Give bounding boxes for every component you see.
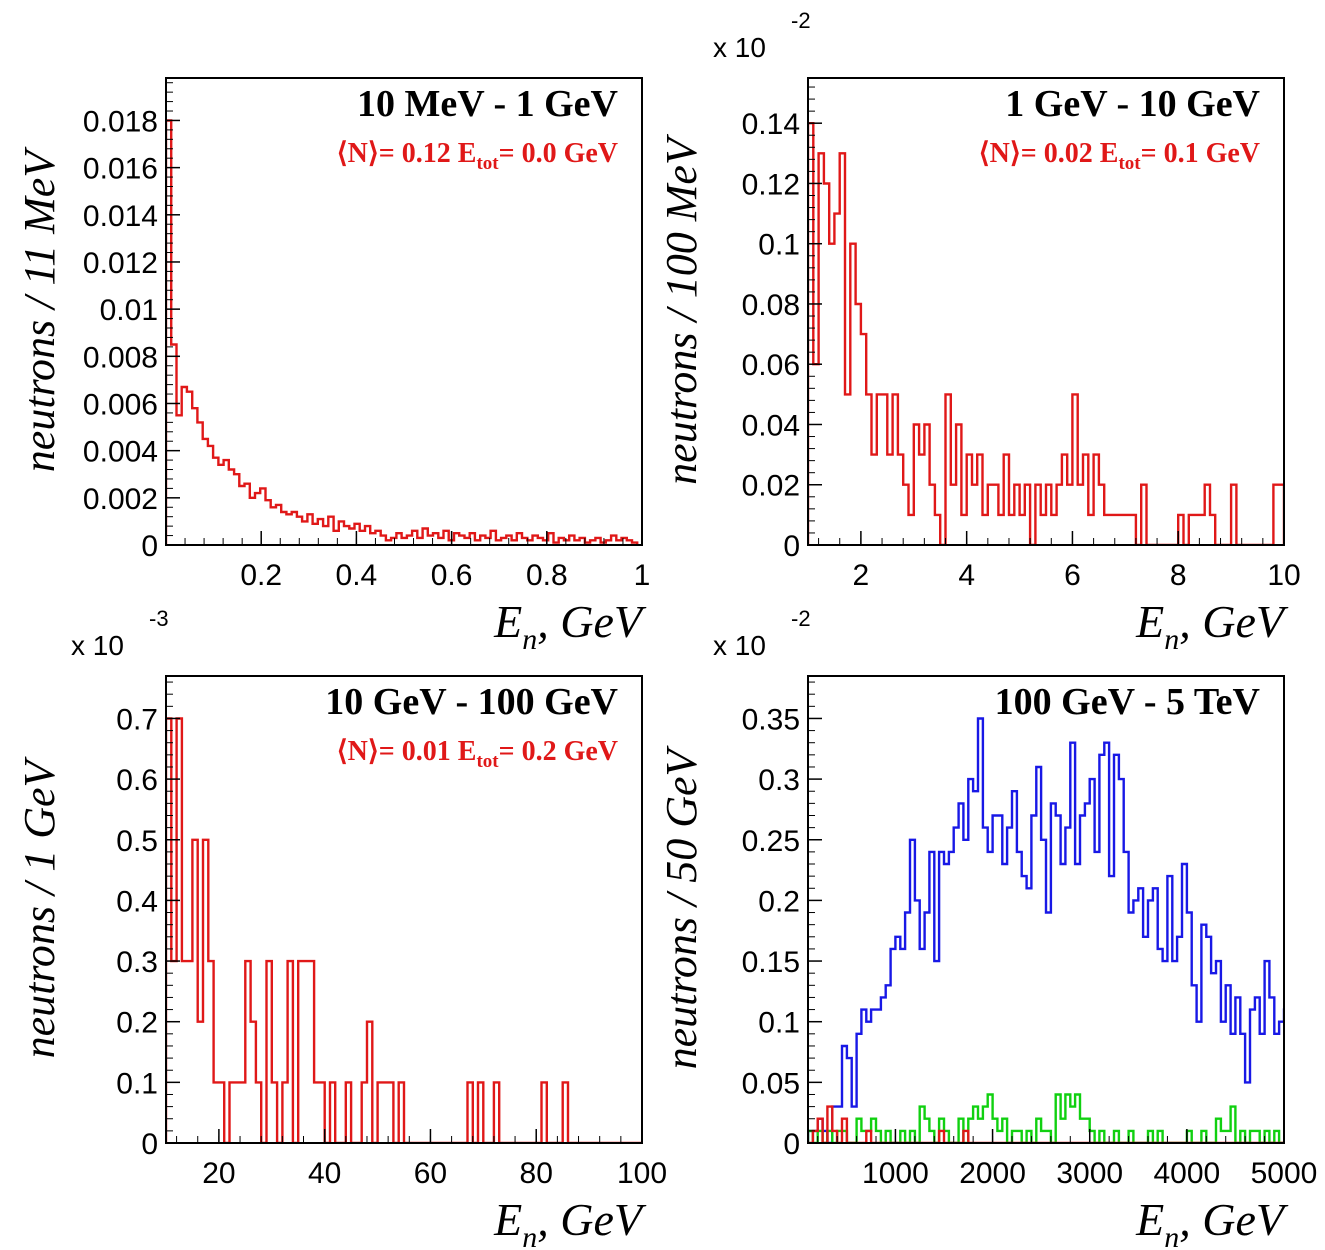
y-axis-label: neutrons / 100 MeV: [657, 133, 706, 485]
y-tick-label: 0.3: [116, 946, 158, 979]
x-axis-label: En, GeV: [493, 1194, 647, 1250]
x-tick-label: 2000: [959, 1157, 1026, 1190]
plot-frame: [165, 675, 643, 1144]
y-tick-label: 0.014: [83, 200, 158, 233]
x-tick-label: 5000: [1251, 1157, 1318, 1190]
y-tick-label: 0.1: [758, 1007, 800, 1040]
panel-title: 10 MeV - 1 GeV: [357, 83, 619, 125]
axis-exponent-power: -3: [149, 606, 169, 631]
x-tick-label: 3000: [1056, 1157, 1123, 1190]
plot-frame: [807, 77, 1285, 546]
y-tick-label: 0.012: [83, 247, 158, 280]
y-tick-label: 0.1: [758, 229, 800, 262]
y-tick-label: 0.008: [83, 341, 158, 374]
x-tick-label: 100: [617, 1157, 667, 1190]
axis-exponent-power: -2: [791, 606, 811, 631]
y-tick-label: 0.4: [116, 885, 158, 918]
y-tick-label: 0: [783, 530, 800, 563]
y-tick-label: 0.08: [742, 289, 800, 322]
x-tick-label: 1000: [862, 1157, 929, 1190]
series-red-histogram: [808, 122, 1284, 545]
y-tick-label: 0.14: [742, 108, 800, 141]
series-blue-histogram: [808, 717, 1284, 1143]
y-tick-label: 0.35: [742, 703, 800, 736]
histogram-panel-2: 0 0.02 0.04 0.06 0.08 0.1 0.12 0.14 2 4 6 8 10 x 10 -2…: [657, 8, 1301, 656]
axis-exponent-base: x 10: [713, 630, 766, 661]
panel-title: 10 GeV - 100 GeV: [325, 681, 618, 723]
x-tick-label: 10: [1267, 559, 1300, 592]
y-tick-label: 0.2: [116, 1007, 158, 1040]
series-red-histogram: [166, 119, 639, 545]
y-tick-label: 0.3: [758, 764, 800, 797]
x-axis-label: En, GeV: [493, 596, 647, 656]
panel-title: 100 GeV - 5 TeV: [995, 681, 1261, 723]
y-tick-label: 0.006: [83, 388, 158, 421]
x-tick-label: 8: [1170, 559, 1187, 592]
histogram-panel-1: 0 0.002 0.004 0.006 0.008 0.01 0.012 0.014 0.016…: [15, 77, 651, 656]
panel-annotation: ⟨N⟩= 0.12 Etot= 0.0 GeV: [337, 138, 618, 174]
panel-annotation: ⟨N⟩= 0.02 Etot= 0.1 GeV: [979, 138, 1260, 174]
x-tick-label: 0.2: [240, 559, 282, 592]
y-tick-label: 0.25: [742, 825, 800, 858]
histogram-panel-3: 0 0.1 0.2 0.3 0.4 0.5 0.6 0.7 20 40 60 80 100 x 10 -3 1…: [15, 606, 667, 1250]
y-axis-label: neutrons / 11 MeV: [15, 146, 64, 473]
y-tick-label: 0.04: [742, 409, 800, 442]
panel-title: 1 GeV - 10 GeV: [1005, 83, 1260, 125]
histogram-panel-4: 0 0.05 0.1 0.15 0.2 0.25 0.3 0.35 1000 2000 3000 40…: [657, 606, 1317, 1250]
x-tick-label: 0.8: [526, 559, 568, 592]
x-axis-label: En, GeV: [1135, 1194, 1289, 1250]
y-tick-label: 0.002: [83, 483, 158, 516]
y-tick-label: 0.7: [116, 703, 158, 736]
y-tick-label: 0.02: [742, 470, 800, 503]
panel-annotation: ⟨N⟩= 0.01 Etot= 0.2 GeV: [337, 736, 618, 772]
x-tick-label: 4000: [1153, 1157, 1220, 1190]
series-green-histogram: [808, 1093, 1284, 1143]
y-tick-label: 0.1: [116, 1067, 158, 1100]
axis-exponent-power: -2: [791, 8, 811, 33]
x-tick-label: 6: [1064, 559, 1081, 592]
y-tick-label: 0.05: [742, 1067, 800, 1100]
x-tick-label: 0.4: [336, 559, 378, 592]
y-tick-label: 0: [783, 1128, 800, 1161]
x-tick-label: 0.6: [431, 559, 473, 592]
plot-frame: [165, 77, 643, 546]
y-tick-label: 0.06: [742, 349, 800, 382]
y-tick-label: 0.5: [116, 825, 158, 858]
plot-frame: [807, 675, 1285, 1144]
y-tick-label: 0.01: [100, 294, 158, 327]
x-axis-label: En, GeV: [1135, 596, 1289, 656]
x-tick-label: 20: [202, 1157, 235, 1190]
x-tick-label: 1: [634, 559, 651, 592]
x-tick-label: 80: [520, 1157, 553, 1190]
x-tick-label: 40: [308, 1157, 341, 1190]
y-tick-label: 0.2: [758, 885, 800, 918]
x-tick-label: 4: [958, 559, 975, 592]
y-tick-label: 0.016: [83, 153, 158, 186]
y-tick-label: 0.018: [83, 105, 158, 138]
y-tick-label: 0.6: [116, 764, 158, 797]
y-tick-label: 0.12: [742, 168, 800, 201]
y-axis-label: neutrons / 50 GeV: [657, 744, 706, 1069]
y-tick-label: 0.004: [83, 436, 158, 469]
x-tick-label: 2: [853, 559, 870, 592]
axis-exponent-base: x 10: [713, 32, 766, 63]
series-red-histogram: [166, 717, 642, 1143]
y-tick-label: 0.15: [742, 946, 800, 979]
x-tick-label: 60: [414, 1157, 447, 1190]
axis-exponent-base: x 10: [71, 630, 124, 661]
y-tick-label: 0: [141, 530, 158, 563]
y-tick-label: 0: [141, 1128, 158, 1161]
y-axis-label: neutrons / 1 GeV: [15, 755, 64, 1058]
